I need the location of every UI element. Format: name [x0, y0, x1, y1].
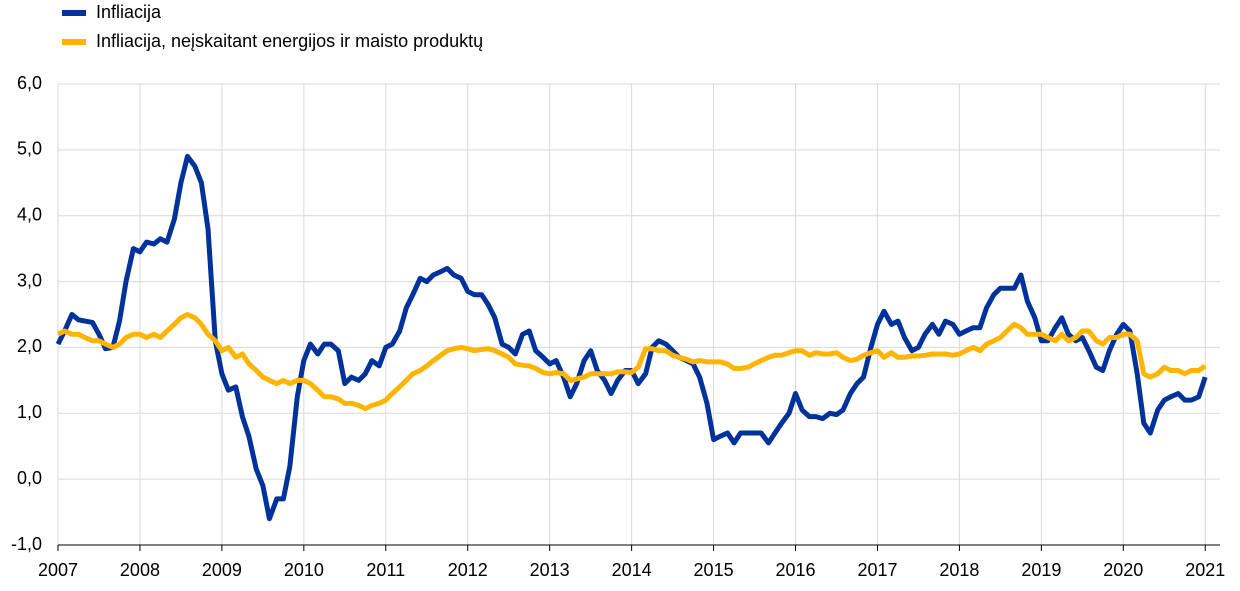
- x-tick-label: 2009: [202, 560, 242, 580]
- x-tick-label: 2014: [612, 560, 652, 580]
- x-tick-label: 2018: [939, 560, 979, 580]
- y-tick-label: 1,0: [17, 402, 42, 422]
- x-tick-label: 2016: [775, 560, 815, 580]
- x-tick-label: 2013: [530, 560, 570, 580]
- x-tick-label: 2021: [1185, 560, 1225, 580]
- x-tick-label: 2007: [38, 560, 78, 580]
- x-tick-label: 2008: [120, 560, 160, 580]
- x-tick-label: 2015: [694, 560, 734, 580]
- x-tick-label: 2019: [1021, 560, 1061, 580]
- y-tick-label: 0,0: [17, 468, 42, 488]
- y-tick-label: 6,0: [17, 73, 42, 93]
- x-tick-label: 2010: [284, 560, 324, 580]
- y-tick-label: 4,0: [17, 204, 42, 224]
- x-tick-label: 2017: [857, 560, 897, 580]
- legend-label: Infliacija: [96, 2, 162, 22]
- y-tick-label: 2,0: [17, 336, 42, 356]
- y-tick-label: -1,0: [11, 534, 42, 554]
- y-tick-label: 5,0: [17, 139, 42, 159]
- x-tick-label: 2020: [1103, 560, 1143, 580]
- x-tick-label: 2011: [366, 560, 405, 580]
- x-tick-label: 2012: [448, 560, 488, 580]
- y-tick-label: 3,0: [17, 270, 42, 290]
- series-line: [56, 312, 1207, 412]
- legend-label: Infliacija, neįskaitant energijos ir mai…: [96, 31, 483, 51]
